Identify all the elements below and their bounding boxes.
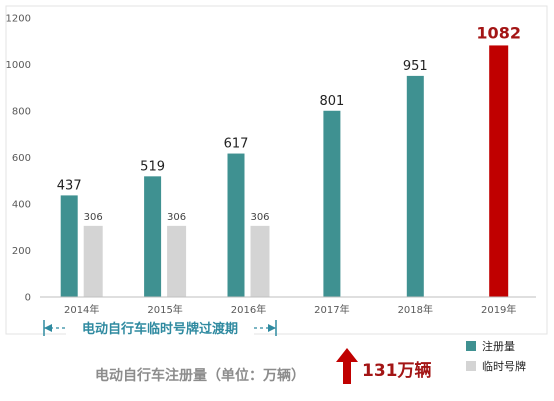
y-tick-label: 400 (12, 200, 31, 211)
chart-caption: 电动自行车注册量（单位：万辆） (95, 367, 305, 384)
bar-registration (144, 176, 162, 297)
period-bracket-right-arrow (268, 324, 276, 332)
legend-swatch-registration (466, 341, 476, 351)
period-bracket-left-arrow (44, 324, 52, 332)
growth-arrow: 131万辆 (336, 348, 432, 384)
legend: 注册量 临时号牌 (466, 339, 526, 373)
bars: 437 306 519 306 617 306 801 951 1082 (57, 23, 521, 298)
period-label: 电动自行车临时号牌过渡期 (82, 321, 238, 337)
x-tick-label: 2019年 (481, 303, 516, 316)
data-label-registration: 801 (319, 94, 344, 109)
data-label-temporary: 306 (250, 212, 269, 223)
growth-label: 131万辆 (362, 360, 432, 381)
data-label-temporary: 306 (84, 212, 103, 223)
bar-temporary (167, 225, 187, 297)
x-tick-label: 2014年 (64, 303, 99, 316)
data-label-registration: 617 (224, 137, 249, 152)
y-tick-label: 0 (25, 293, 31, 304)
data-label-registration: 519 (140, 159, 165, 174)
y-tick-label: 600 (12, 153, 31, 164)
bar-registration-highlight (489, 45, 509, 298)
data-label-registration: 951 (403, 59, 428, 74)
bar-temporary (250, 225, 270, 297)
legend-label-temporary: 临时号牌 (482, 359, 526, 373)
data-label-registration: 437 (57, 178, 82, 193)
x-axis: 2014年 2015年 2016年 2017年 2018年 2019年 (64, 303, 516, 316)
y-tick-label: 1000 (6, 60, 31, 71)
period-label-bg (66, 318, 254, 338)
legend-label-registration: 注册量 (482, 339, 515, 353)
data-label-registration: 1082 (476, 23, 521, 42)
data-label-temporary: 306 (167, 212, 186, 223)
y-tick-label: 200 (12, 246, 31, 257)
bar-registration (60, 195, 78, 297)
period-bracket: 电动自行车临时号牌过渡期 (43, 318, 277, 338)
y-tick-label: 1200 (6, 14, 31, 25)
bar-registration (227, 153, 245, 297)
legend-swatch-temporary (466, 361, 476, 371)
up-arrow-icon (336, 348, 358, 384)
x-tick-label: 2015年 (147, 303, 182, 316)
x-tick-label: 2016年 (231, 303, 266, 316)
x-tick-label: 2017年 (314, 303, 349, 316)
bar-registration (323, 110, 341, 297)
x-tick-label: 2018年 (398, 303, 433, 316)
y-tick-label: 800 (12, 107, 31, 118)
bar-registration (406, 75, 424, 297)
bar-temporary (83, 225, 103, 297)
y-axis: 0 200 400 600 800 1000 1200 (6, 14, 31, 304)
